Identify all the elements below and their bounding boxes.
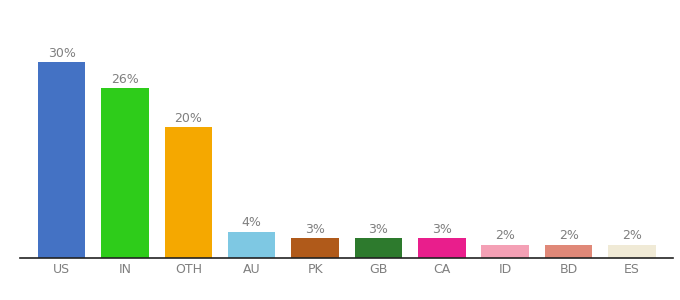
Text: 30%: 30% [48,46,75,59]
Bar [291,238,339,258]
Text: 26%: 26% [111,73,139,85]
Bar [355,238,403,258]
Text: 2%: 2% [559,229,579,242]
Text: 2%: 2% [622,229,642,242]
Bar [608,245,656,258]
Bar [38,62,86,258]
Text: 20%: 20% [174,112,202,125]
Text: 3%: 3% [305,223,325,236]
Bar [481,245,529,258]
Bar [418,238,466,258]
Text: 2%: 2% [495,229,515,242]
Bar [165,128,212,258]
Text: 3%: 3% [369,223,388,236]
Bar [228,232,275,258]
Text: 4%: 4% [242,216,262,229]
Bar [545,245,592,258]
Bar [101,88,149,258]
Text: 3%: 3% [432,223,452,236]
